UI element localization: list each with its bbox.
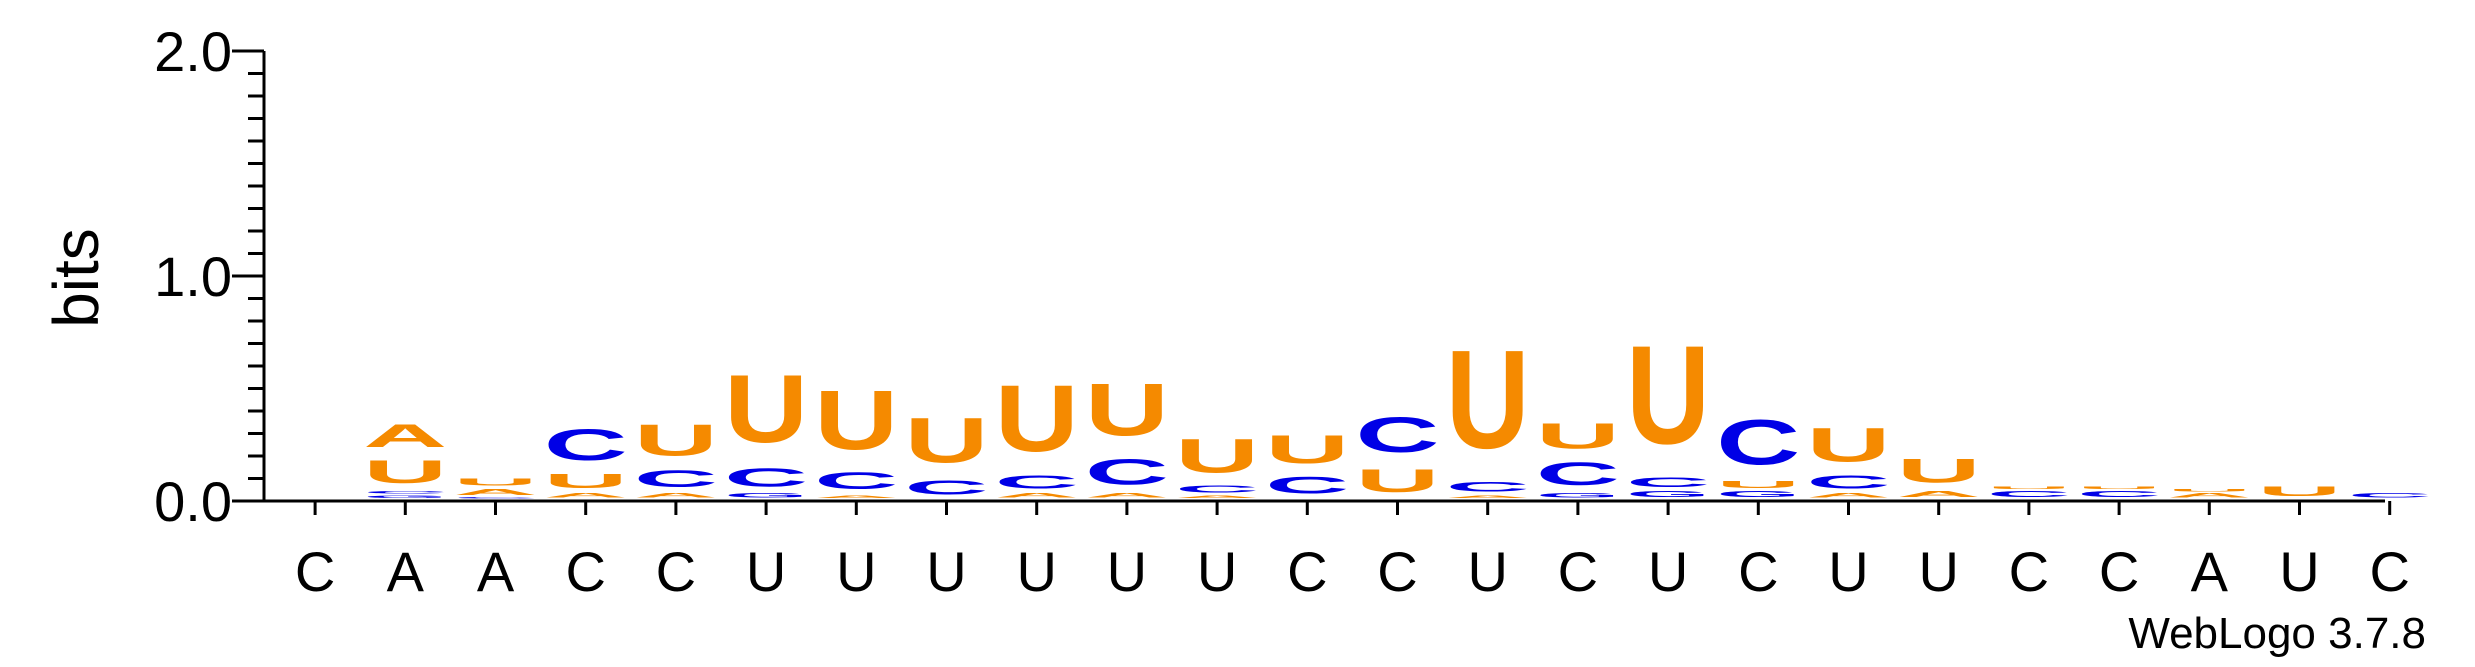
logo-letter-u: U	[1265, 427, 1349, 472]
logo-letter-u: U	[2167, 488, 2251, 492]
weblogo-credit: WebLogo 3.7.8	[2128, 609, 2426, 658]
logo-letter-u: U	[1987, 486, 2071, 490]
x-tick-label: U	[1467, 540, 1507, 603]
logo-letter-c: C	[363, 490, 447, 494]
x-tick-label: U	[1197, 540, 1237, 603]
logo-letter-c: C	[904, 476, 988, 499]
logo-letter-c: C	[544, 420, 628, 470]
logo-letter-a: A	[1085, 492, 1169, 499]
x-tick-label: A	[2191, 540, 2229, 603]
logo-letter-u: U	[724, 354, 808, 462]
logo-letter-u: U	[904, 404, 988, 476]
x-tick-label: C	[565, 540, 605, 603]
logo-letter-c: C	[1536, 457, 1620, 493]
logo-letter-g: G	[724, 492, 808, 499]
x-tick-label: C	[2099, 540, 2139, 603]
y-axis-label: bits	[40, 228, 112, 328]
logo-letter-c: C	[1987, 490, 2071, 499]
logo-letter-u: U	[1807, 418, 1891, 472]
x-tick-label: U	[1107, 540, 1147, 603]
x-tick-label: U	[1828, 540, 1868, 603]
logo-letter-a: A	[814, 495, 898, 499]
logo-letter-g: G	[1536, 492, 1620, 499]
logo-letter-u: U	[1355, 463, 1439, 499]
logo-letter-u: U	[544, 470, 628, 493]
x-tick-label: C	[1287, 540, 1327, 603]
x-tick-label: U	[746, 540, 786, 603]
logo-letter-c: C	[724, 463, 808, 492]
logo-letter-g: G	[363, 495, 447, 499]
letter-stacks: GCUACAUAUCACUGCUACUCUACUACUACUCUUCACUGCU…	[363, 317, 2431, 499]
logo-letter-u: U	[1446, 321, 1530, 478]
logo-letter-c: C	[1355, 407, 1439, 463]
logo-letter-u: U	[814, 373, 898, 468]
logo-letter-u: U	[995, 367, 1079, 472]
logo-letter-c: C	[453, 497, 537, 499]
x-tick-label: U	[1648, 540, 1688, 603]
logo-letter-c: C	[814, 467, 898, 494]
logo-letter-a: A	[1446, 495, 1530, 499]
logo-letter-c: C	[1626, 474, 1710, 490]
y-tick-label-1: 1.0	[154, 245, 232, 308]
logo-letter-u: U	[1085, 368, 1169, 451]
logo-letter-a: A	[544, 492, 628, 499]
x-tick-label: C	[1377, 540, 1417, 603]
logo-letter-a: A	[2167, 492, 2251, 499]
x-tick-label: U	[1016, 540, 1056, 603]
x-tick-label: A	[387, 540, 425, 603]
logo-letter-u: U	[634, 415, 718, 465]
x-tick-label: U	[926, 540, 966, 603]
logo-letter-u: U	[453, 477, 537, 488]
logo-letter-c: C	[995, 472, 1079, 492]
logo-letter-c: C	[1716, 406, 1800, 478]
x-tick-label: C	[1738, 540, 1778, 603]
x-tick-label: C	[295, 540, 335, 603]
x-tick-label: U	[2279, 540, 2319, 603]
x-ticks	[313, 501, 2392, 515]
logo-letter-a: A	[634, 492, 718, 499]
logo-letter-c: C	[1085, 452, 1169, 492]
logo-letter-a: A	[995, 492, 1079, 499]
y-tick-label-2: 2.0	[154, 20, 232, 83]
logo-letter-g: G	[1626, 490, 1710, 499]
logo-letter-g: G	[1716, 490, 1800, 499]
x-tick-label: C	[1558, 540, 1598, 603]
x-tick-label: A	[477, 540, 515, 603]
x-tick-label: C	[2009, 540, 2049, 603]
logo-letter-u: U	[2258, 483, 2342, 499]
logo-letter-c: C	[1175, 483, 1259, 494]
logo-letter-u: U	[2077, 486, 2161, 490]
logo-letter-u: U	[363, 454, 447, 490]
x-tick-label: U	[1918, 540, 1958, 603]
logo-letter-c: C	[1265, 472, 1349, 499]
logo-letter-a: A	[1897, 490, 1981, 499]
logo-letter-u: U	[1897, 452, 1981, 490]
logo-letter-c: C	[1807, 472, 1891, 492]
logo-letter-a: A	[1175, 495, 1259, 499]
logo-letter-u: U	[1175, 429, 1259, 483]
x-tick-label: C	[656, 540, 696, 603]
x-tick-label: U	[836, 540, 876, 603]
y-ticks	[232, 49, 264, 503]
logo-letter-a: A	[453, 488, 537, 497]
logo-letter-u: U	[1626, 317, 1710, 474]
logo-letter-a: A	[363, 418, 447, 454]
logo-letter-a: A	[1807, 492, 1891, 499]
logo-letter-c: C	[2077, 490, 2161, 499]
x-tick-label: C	[2369, 540, 2409, 603]
logo-letter-u: U	[1536, 416, 1620, 456]
y-tick-label-0: 0.0	[154, 470, 232, 533]
logo-letter-c: C	[634, 465, 718, 492]
logo-letter-c: C	[1446, 479, 1530, 495]
logo-letter-u: U	[1716, 479, 1800, 490]
logo-letter-c: C	[2348, 492, 2432, 499]
